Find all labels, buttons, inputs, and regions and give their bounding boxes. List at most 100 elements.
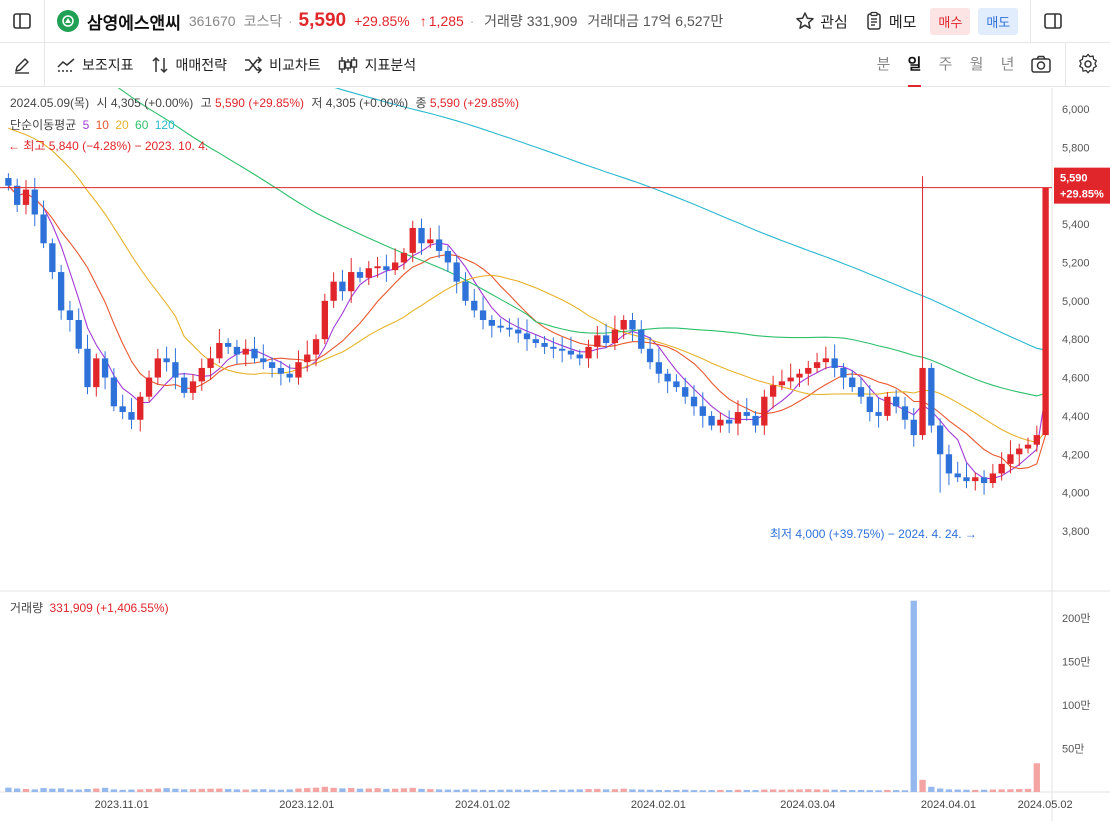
right-panel-toggle-button[interactable] bbox=[1031, 0, 1075, 43]
volume-bar bbox=[682, 789, 689, 792]
draw-tool-button[interactable] bbox=[0, 43, 44, 87]
candle-body bbox=[620, 320, 627, 330]
period-week[interactable]: 주 bbox=[938, 56, 953, 73]
volume-bar bbox=[189, 789, 197, 792]
divider bbox=[44, 43, 45, 87]
volume-bar bbox=[849, 790, 856, 792]
volume-bar bbox=[963, 789, 970, 792]
candle-body bbox=[1024, 444, 1032, 449]
volume-bar bbox=[954, 789, 961, 792]
separator-dot: · bbox=[288, 13, 293, 29]
buy-button[interactable]: 매수 bbox=[930, 7, 971, 35]
volume-axis-tick-label: 100만 bbox=[1062, 699, 1090, 712]
watch-button[interactable]: 관심 bbox=[795, 11, 848, 32]
volume-bar bbox=[172, 788, 179, 792]
candle-body bbox=[708, 415, 715, 426]
volume-bar bbox=[673, 789, 680, 792]
volume-bar bbox=[831, 789, 838, 792]
candle-body bbox=[330, 281, 337, 301]
volume-bar bbox=[391, 788, 399, 792]
indicator-label: 보조지표 bbox=[82, 56, 134, 73]
sell-button[interactable]: 매도 bbox=[978, 7, 1019, 35]
volume-bar bbox=[75, 789, 82, 792]
volume-bar bbox=[761, 789, 768, 792]
volume-axis-tick-label: 50만 bbox=[1062, 743, 1084, 756]
candle-body bbox=[295, 362, 302, 378]
volume-bar bbox=[646, 789, 654, 792]
settings-button[interactable] bbox=[1077, 53, 1099, 80]
period-minute[interactable]: 분 bbox=[876, 56, 891, 73]
volume-bar bbox=[708, 790, 715, 792]
volume-bar bbox=[620, 788, 627, 792]
volume-bar bbox=[242, 789, 249, 792]
volume-bar bbox=[752, 790, 759, 792]
candle-body bbox=[576, 354, 583, 359]
screenshot-button[interactable] bbox=[1030, 53, 1052, 80]
y-axis-tick-label: 5,400 bbox=[1062, 219, 1090, 231]
period-year[interactable]: 년 bbox=[1000, 56, 1015, 73]
candle-body bbox=[304, 354, 311, 363]
memo-button[interactable]: 메모 bbox=[864, 11, 916, 32]
candle-body bbox=[664, 373, 671, 382]
candle-body bbox=[427, 239, 434, 244]
volume-bar bbox=[277, 789, 285, 792]
volume-bar bbox=[137, 789, 144, 792]
volume-bar bbox=[743, 789, 750, 792]
volume-bar bbox=[1007, 789, 1014, 792]
volume-bar bbox=[936, 788, 944, 792]
volume-bar bbox=[145, 788, 153, 792]
candle-body bbox=[629, 320, 636, 330]
volume-bar bbox=[427, 789, 434, 792]
candle-body bbox=[673, 381, 680, 388]
candle-body bbox=[682, 387, 689, 397]
volume-bar bbox=[1033, 763, 1040, 792]
volume-bar bbox=[163, 788, 170, 792]
candle-body bbox=[901, 406, 909, 420]
ma-legend[interactable]: 단순이동평균 5 10 20 60 120 bbox=[10, 116, 175, 133]
volume-bar bbox=[198, 788, 205, 792]
shuffle-icon bbox=[245, 55, 263, 74]
ma10-label: 10 bbox=[95, 118, 109, 132]
close-label: 종 bbox=[415, 96, 427, 110]
left-panel-toggle-button[interactable] bbox=[0, 0, 44, 43]
indicator-button[interactable]: 보조지표 bbox=[56, 55, 134, 75]
volume-bar bbox=[181, 789, 188, 792]
candle-body bbox=[523, 333, 531, 340]
volume-bar bbox=[734, 789, 742, 792]
candle-body bbox=[857, 387, 865, 397]
volume-bar bbox=[893, 790, 900, 792]
candle-body bbox=[717, 419, 724, 426]
candle-body bbox=[5, 178, 12, 186]
period-day[interactable]: 일 bbox=[899, 43, 930, 87]
compare-button[interactable]: 비교차트 bbox=[243, 55, 321, 75]
price-chart[interactable]: 6,0005,8005,6005,4005,2005,0004,8004,600… bbox=[0, 88, 1110, 821]
candle-body bbox=[400, 252, 408, 263]
volume-bar bbox=[233, 789, 241, 792]
candle-body bbox=[1016, 448, 1023, 455]
volume-bar bbox=[453, 789, 460, 792]
analysis-button[interactable]: 지표분석 bbox=[337, 55, 416, 75]
candle-body bbox=[884, 396, 891, 416]
ma120-label: 120 bbox=[154, 118, 175, 132]
high-annotation: ← 최고 5,840 (−4.28%) − 2023. 10. 4. bbox=[8, 139, 209, 153]
candle-body bbox=[945, 454, 953, 474]
candle-body bbox=[383, 266, 390, 271]
candle-icon bbox=[338, 56, 357, 73]
stock-name[interactable]: 삼영에스앤씨 bbox=[87, 13, 181, 33]
volume-bar bbox=[980, 789, 988, 792]
volume-bar bbox=[928, 786, 935, 792]
candle-body bbox=[796, 373, 803, 378]
volume-bar bbox=[567, 789, 575, 792]
volume-bar bbox=[374, 788, 381, 792]
volume-bar bbox=[778, 789, 786, 792]
volume-info: 거래량 331,909 (+1,406.55%) bbox=[10, 599, 169, 616]
candle-body bbox=[488, 320, 496, 326]
volume-bar bbox=[444, 789, 452, 792]
volume-bar bbox=[471, 789, 478, 792]
change-arrow-icon: ↑ bbox=[419, 13, 427, 29]
current-price-tag: 5,590 +29.85% bbox=[1054, 167, 1110, 204]
period-month[interactable]: 월 bbox=[969, 56, 984, 73]
strategy-button[interactable]: 매매전략 bbox=[150, 55, 227, 75]
volume-bar bbox=[295, 788, 302, 792]
candle-body bbox=[919, 367, 926, 436]
